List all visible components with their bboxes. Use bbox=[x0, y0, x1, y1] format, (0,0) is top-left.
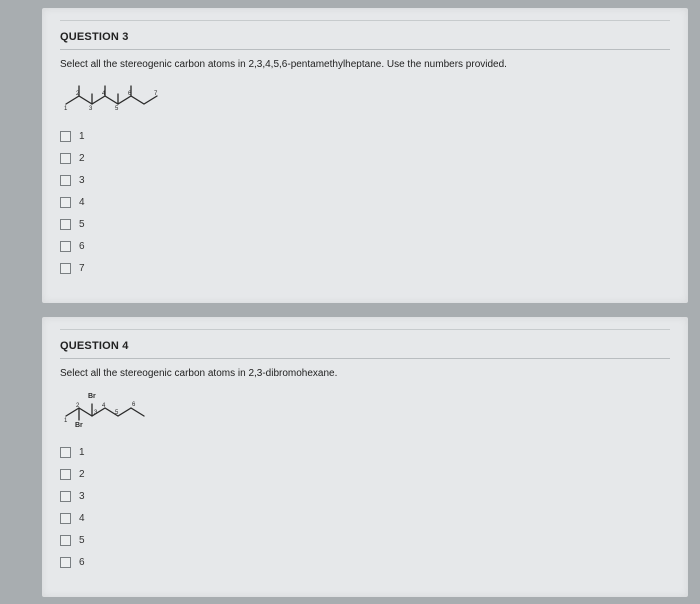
divider bbox=[60, 49, 670, 50]
option-label: 3 bbox=[79, 175, 85, 186]
option-label: 5 bbox=[79, 535, 85, 546]
checkbox[interactable] bbox=[60, 535, 71, 546]
molecule-svg: Br Br 1 2 3 4 5 6 bbox=[62, 386, 154, 428]
question-3-card: QUESTION 3 Select all the stereogenic ca… bbox=[42, 8, 688, 303]
svg-text:Br: Br bbox=[75, 422, 83, 428]
checkbox[interactable] bbox=[60, 219, 71, 230]
option-row: 7 bbox=[60, 263, 670, 274]
checkbox[interactable] bbox=[60, 491, 71, 502]
svg-text:1: 1 bbox=[64, 418, 68, 424]
option-label: 2 bbox=[79, 469, 85, 480]
option-label: 5 bbox=[79, 219, 85, 230]
question-3-prompt: Select all the stereogenic carbon atoms … bbox=[60, 58, 670, 72]
option-row: 4 bbox=[60, 513, 670, 524]
option-label: 3 bbox=[79, 491, 85, 502]
molecule-svg: 1 2 3 4 5 6 7 bbox=[62, 78, 166, 112]
option-row: 3 bbox=[60, 491, 670, 502]
question-4-prompt: Select all the stereogenic carbon atoms … bbox=[60, 367, 670, 381]
checkbox[interactable] bbox=[60, 197, 71, 208]
svg-text:3: 3 bbox=[89, 106, 93, 112]
question-3-title: QUESTION 3 bbox=[60, 31, 670, 43]
option-label: 2 bbox=[79, 153, 85, 164]
option-row: 3 bbox=[60, 175, 670, 186]
checkbox[interactable] bbox=[60, 241, 71, 252]
svg-text:6: 6 bbox=[132, 402, 136, 408]
option-row: 2 bbox=[60, 153, 670, 164]
option-label: 6 bbox=[79, 241, 85, 252]
checkbox[interactable] bbox=[60, 447, 71, 458]
question-4-title: QUESTION 4 bbox=[60, 340, 670, 352]
option-row: 5 bbox=[60, 219, 670, 230]
divider bbox=[60, 20, 670, 21]
option-row: 1 bbox=[60, 447, 670, 458]
checkbox[interactable] bbox=[60, 175, 71, 186]
option-label: 1 bbox=[79, 131, 85, 142]
divider bbox=[60, 358, 670, 359]
option-row: 6 bbox=[60, 241, 670, 252]
option-label: 1 bbox=[79, 447, 85, 458]
checkbox[interactable] bbox=[60, 131, 71, 142]
checkbox[interactable] bbox=[60, 263, 71, 274]
svg-text:1: 1 bbox=[64, 106, 68, 112]
option-row: 1 bbox=[60, 131, 670, 142]
question-4-molecule: Br Br 1 2 3 4 5 6 bbox=[62, 386, 670, 433]
checkbox[interactable] bbox=[60, 513, 71, 524]
option-label: 4 bbox=[79, 197, 85, 208]
question-4-options: 1 2 3 4 5 6 bbox=[60, 447, 670, 568]
question-4-card: QUESTION 4 Select all the stereogenic ca… bbox=[42, 317, 688, 598]
option-label: 4 bbox=[79, 513, 85, 524]
svg-text:5: 5 bbox=[115, 106, 119, 112]
svg-text:Br: Br bbox=[88, 393, 96, 400]
option-row: 6 bbox=[60, 557, 670, 568]
checkbox[interactable] bbox=[60, 469, 71, 480]
option-row: 5 bbox=[60, 535, 670, 546]
option-row: 4 bbox=[60, 197, 670, 208]
question-3-options: 1 2 3 4 5 6 7 bbox=[60, 131, 670, 274]
option-label: 7 bbox=[79, 263, 85, 274]
option-row: 2 bbox=[60, 469, 670, 480]
checkbox[interactable] bbox=[60, 557, 71, 568]
checkbox[interactable] bbox=[60, 153, 71, 164]
question-3-molecule: 1 2 3 4 5 6 7 bbox=[62, 78, 670, 117]
option-label: 6 bbox=[79, 557, 85, 568]
divider bbox=[60, 329, 670, 330]
